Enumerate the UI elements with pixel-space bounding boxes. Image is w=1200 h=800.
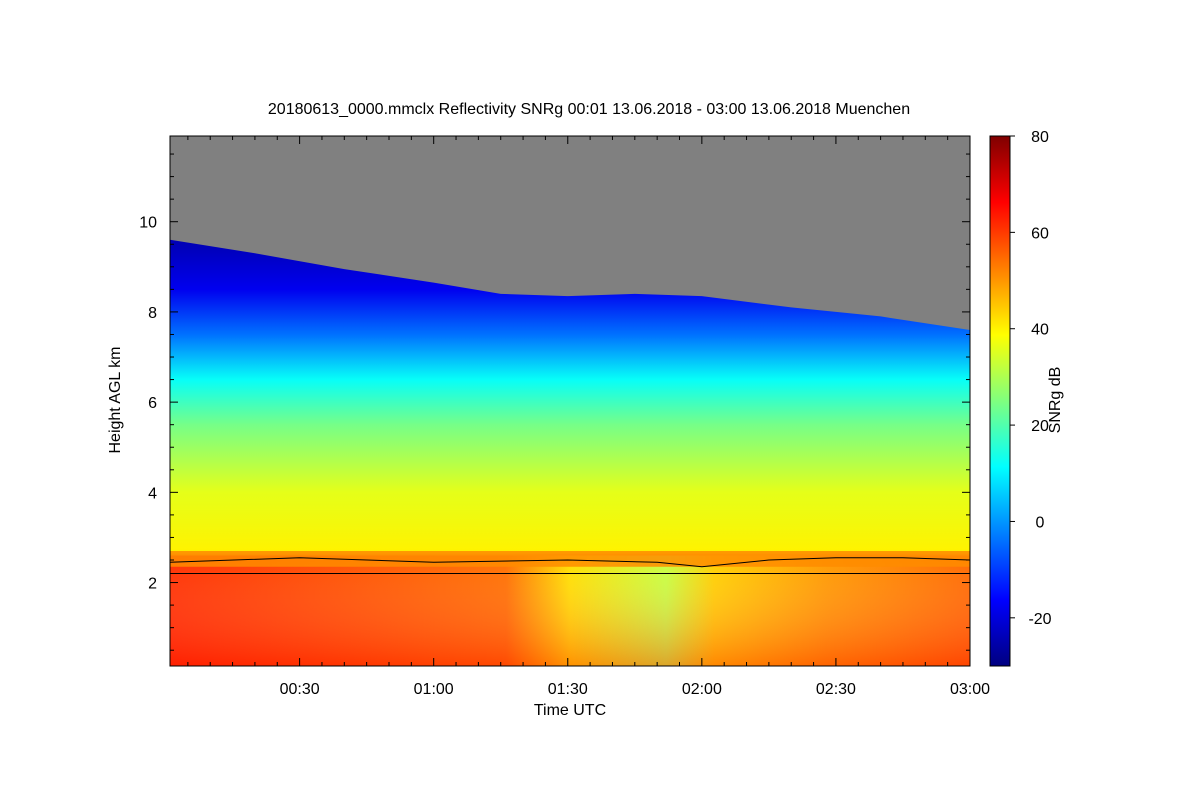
rain-depth-shading: [170, 555, 970, 666]
colorbar-tick-label: 0: [1036, 514, 1045, 531]
colorbar-tick-label: -20: [1028, 611, 1051, 628]
x-axis-label: Time UTC: [534, 702, 606, 719]
x-tick-label: 02:30: [816, 681, 856, 698]
y-tick-label: 8: [148, 305, 157, 322]
colorbar: -20 0 20 40 60 80 SNRg dB: [989, 129, 1064, 667]
x-tick-label: 03:00: [950, 681, 990, 698]
chart-title: 20180613_0000.mmclx Reflectivity SNRg 00…: [268, 101, 910, 118]
colorbar-gradient: [989, 135, 1011, 667]
y-tick-label: 10: [139, 215, 157, 232]
y-tick-label: 2: [148, 576, 157, 593]
colorbar-tick-label: 20: [1031, 418, 1049, 435]
x-tick-label: 00:30: [280, 681, 320, 698]
x-tick-label: 01:00: [414, 681, 454, 698]
melting-layer-line: [169, 557, 971, 568]
plot-frame: [169, 135, 971, 667]
y-tick-label: 6: [148, 395, 157, 412]
x-tick-label: 02:00: [682, 681, 722, 698]
colorbar-tick-label: 60: [1031, 225, 1049, 242]
colorbar-ticks: -20 0 20 40 60 80: [1010, 129, 1052, 628]
y-tick-label: 4: [148, 485, 157, 502]
x-axis: 00:30 01:00 01:30 02:00 02:30 03:00: [187, 136, 990, 698]
colorbar-tick-label: 40: [1031, 322, 1049, 339]
y-axis-label: Height AGL km: [107, 346, 124, 453]
x-tick-label: 01:30: [548, 681, 588, 698]
colorbar-tick-label: 80: [1031, 129, 1049, 146]
y-axis: 2 4 6 8 10: [139, 153, 970, 651]
melting-layer-band: [170, 550, 970, 567]
colorbar-label: SNRg dB: [1047, 367, 1064, 434]
plot-area: [170, 136, 970, 666]
